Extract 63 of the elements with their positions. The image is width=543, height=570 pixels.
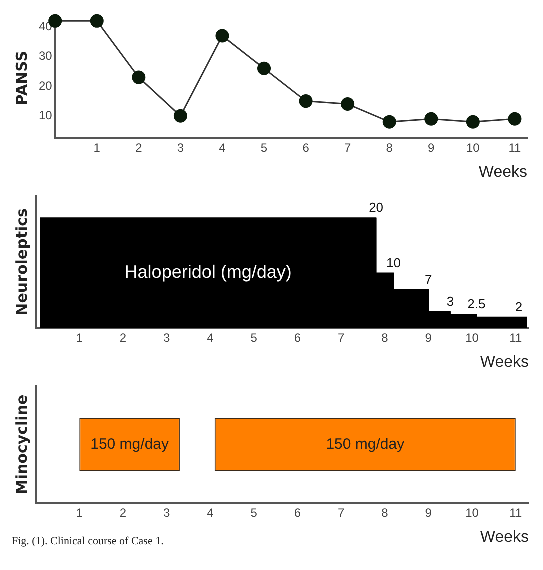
y-axis-title: Neuroleptics: [12, 208, 31, 316]
data-label: 3: [446, 294, 454, 309]
annotation: 150 mg/day: [90, 436, 170, 453]
x-tick-label: 5: [250, 506, 258, 520]
y-axis-title: PANSS: [12, 50, 31, 106]
x-tick-label: 2: [136, 140, 143, 155]
x-tick-label: 3: [177, 140, 184, 155]
x-tick-label: 6: [294, 330, 302, 345]
x-axis-title: Weeks: [478, 164, 528, 181]
x-tick-label: 2: [120, 506, 127, 520]
data-label: 10: [386, 255, 401, 270]
x-tick-label: 1: [76, 330, 84, 345]
point: [174, 109, 188, 123]
x-tick-label: 5: [260, 140, 268, 155]
point: [424, 112, 438, 126]
x-tick-label: 4: [207, 506, 214, 520]
y-tick-label: 30: [38, 49, 53, 64]
point: [90, 14, 104, 28]
point: [216, 29, 230, 43]
data-label: 2.5: [468, 296, 486, 312]
text: Fig. (1). Clinical course of Case 1.: [12, 535, 164, 548]
point: [508, 112, 522, 126]
x-tick-label: 10: [466, 330, 480, 345]
x-tick-label: 7: [338, 506, 346, 520]
x-tick-label: 10: [466, 140, 480, 155]
x-tick-label: 3: [164, 506, 171, 520]
x-tick-label: 5: [250, 330, 258, 345]
data-label: 7: [425, 272, 432, 287]
x-axis-title: Weeks: [480, 528, 529, 546]
x-tick-label: 11: [510, 330, 522, 345]
x-tick-label: 9: [425, 330, 432, 345]
point: [341, 98, 355, 112]
x-tick-label: 1: [76, 506, 84, 520]
x-tick-label: 9: [428, 140, 436, 155]
y-tick-label: 20: [38, 78, 53, 93]
point: [299, 94, 313, 108]
x-tick-label: 11: [508, 140, 522, 155]
x-tick-label: 4: [219, 140, 226, 155]
annotation: Haloperidol (mg/day): [124, 262, 292, 282]
x-tick-label: 4: [207, 330, 214, 345]
data-label: 20: [369, 200, 384, 216]
x-axis-title: Weeks: [480, 354, 529, 371]
x-tick-label: 8: [382, 506, 389, 520]
y-tick-label: 10: [38, 108, 53, 122]
x-tick-label: 11: [510, 506, 522, 520]
x-tick-label: 6: [302, 140, 310, 155]
data-label: 2: [515, 299, 523, 314]
x-tick-label: 10: [466, 506, 480, 520]
x-tick-label: 6: [294, 506, 302, 520]
x-tick-label: 7: [344, 140, 352, 155]
x-tick-label: 8: [386, 140, 394, 155]
x-tick-label: 2: [120, 330, 127, 345]
x-tick-label: 9: [425, 506, 432, 520]
x-tick-label: 3: [164, 330, 171, 345]
annotation: 150 mg/day: [326, 436, 406, 453]
x-tick-label: 8: [382, 330, 389, 345]
x-tick-label: 1: [94, 140, 101, 155]
point: [466, 115, 480, 129]
point: [258, 62, 272, 76]
y-axis-title: Minocycline: [12, 394, 31, 495]
x-tick-label: 7: [338, 330, 346, 345]
point: [132, 70, 146, 84]
point: [382, 115, 396, 129]
